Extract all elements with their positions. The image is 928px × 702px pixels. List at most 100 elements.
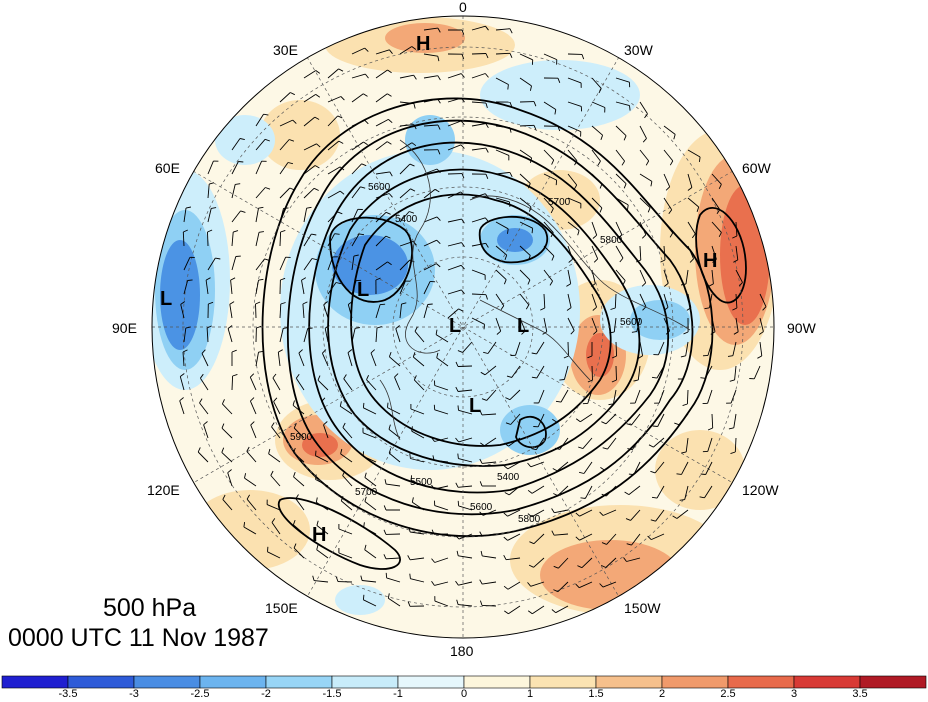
- wind-barb: [279, 139, 290, 151]
- wind-barb: [605, 413, 617, 425]
- wind-barb: [511, 365, 521, 378]
- wind-barb-flag: [436, 263, 441, 268]
- wind-barb: [457, 365, 473, 367]
- wind-barb-flag: [647, 207, 651, 213]
- wind-barb-flag: [340, 496, 344, 502]
- wind-barb: [458, 555, 473, 559]
- colorbar-tick-label: 3: [790, 688, 798, 700]
- wind-barb: [375, 261, 388, 271]
- wind-barb-flag: [413, 124, 417, 130]
- wind-barb: [351, 328, 356, 343]
- wind-barb-flag: [316, 143, 321, 148]
- wind-barb: [559, 437, 569, 450]
- wind-barb-flag: [633, 379, 639, 382]
- wind-barb-flag: [182, 349, 188, 353]
- wind-barb: [423, 75, 438, 79]
- wind-barb: [639, 245, 642, 261]
- wind-barb-flag: [455, 482, 459, 488]
- wind-barb-flag: [401, 302, 407, 305]
- wind-barb-flag: [732, 235, 738, 239]
- wind-barb: [471, 317, 485, 325]
- wind-barb: [532, 605, 545, 615]
- wind-barb-flag: [551, 508, 555, 513]
- wind-barb: [458, 409, 473, 415]
- wind-barb: [246, 451, 257, 463]
- wind-barb-flag: [602, 447, 608, 450]
- wind-barb-flag: [215, 257, 221, 260]
- wind-barb: [655, 509, 665, 522]
- wind-barb: [279, 303, 282, 319]
- wind-barb-flag: [644, 113, 648, 119]
- wind-barb: [567, 173, 578, 186]
- wind-barb: [615, 341, 618, 357]
- wind-barb: [342, 427, 353, 439]
- wind-barb: [730, 389, 737, 404]
- wind-barb: [519, 197, 532, 208]
- wind-barb-flag: [631, 331, 637, 333]
- wind-barb-flag: [527, 183, 531, 189]
- wind-barb-flag: [551, 159, 555, 165]
- wind-barb: [567, 245, 574, 260]
- wind-barb-flag: [718, 184, 722, 189]
- wind-barb: [656, 485, 665, 499]
- wind-barb: [708, 293, 713, 308]
- wind-barb: [303, 233, 312, 247]
- wind-barb-flag: [315, 450, 317, 456]
- contour-label: 5700: [355, 487, 378, 498]
- wind-barb: [591, 101, 606, 108]
- wind-barb: [628, 485, 641, 495]
- wind-barb-flag: [227, 325, 233, 329]
- wind-barb-flag: [500, 305, 505, 310]
- wind-barb: [303, 208, 308, 223]
- wind-barb: [303, 94, 316, 103]
- wind-barb: [707, 341, 713, 356]
- wind-barb-flag: [592, 306, 597, 311]
- wind-barb-flag: [617, 234, 623, 239]
- wind-barb-flag: [385, 211, 391, 215]
- wind-barb-flag: [383, 505, 387, 511]
- wind-barb: [663, 293, 669, 308]
- wind-barb-flag: [376, 326, 382, 329]
- wind-barb: [255, 187, 266, 199]
- wind-barb: [231, 161, 239, 175]
- wind-barb-flag: [387, 402, 389, 408]
- wind-barb-flag: [388, 351, 392, 357]
- wind-barb-flag: [302, 301, 308, 305]
- wind-barb-flag: [485, 123, 489, 129]
- wind-barb-flag: [503, 279, 507, 285]
- wind-barb: [663, 197, 673, 210]
- wind-barb: [351, 280, 357, 295]
- colorbar-swatch: [727, 675, 795, 689]
- wind-barb: [303, 165, 316, 175]
- wind-barb-flag: [295, 494, 299, 499]
- wind-barb: [200, 377, 209, 391]
- wind-barb: [705, 461, 713, 475]
- wind-barb-flag: [601, 542, 607, 545]
- wind-barb: [386, 577, 401, 583]
- low-center: L: [357, 279, 369, 301]
- wind-barb-flag: [480, 371, 486, 376]
- wind-barb-flag: [460, 265, 465, 270]
- wind-barb-flag: [280, 302, 286, 305]
- height-contours: [261, 97, 747, 570]
- wind-barb: [519, 149, 532, 159]
- wind-barb: [557, 485, 569, 496]
- wind-barb: [207, 257, 216, 271]
- wind-barb: [704, 365, 713, 379]
- wind-barb-flag: [663, 307, 669, 311]
- wind-barb-flag: [479, 511, 484, 516]
- wind-barb: [412, 501, 425, 511]
- wind-barb: [423, 263, 437, 271]
- lon-label-120e: 120E: [147, 482, 180, 498]
- wind-barb: [338, 552, 353, 559]
- wind-barb-flag: [363, 141, 368, 146]
- wind-barb-flag: [669, 232, 674, 238]
- wind-barb-flag: [553, 589, 559, 593]
- wind-barb-flag: [407, 601, 411, 607]
- wind-barb: [759, 317, 764, 332]
- wind-barb-flag: [672, 515, 678, 519]
- wind-barb-flag: [287, 162, 294, 165]
- wind-barb-flag: [221, 447, 225, 453]
- wind-barb: [399, 101, 414, 105]
- wind-barb: [543, 53, 557, 61]
